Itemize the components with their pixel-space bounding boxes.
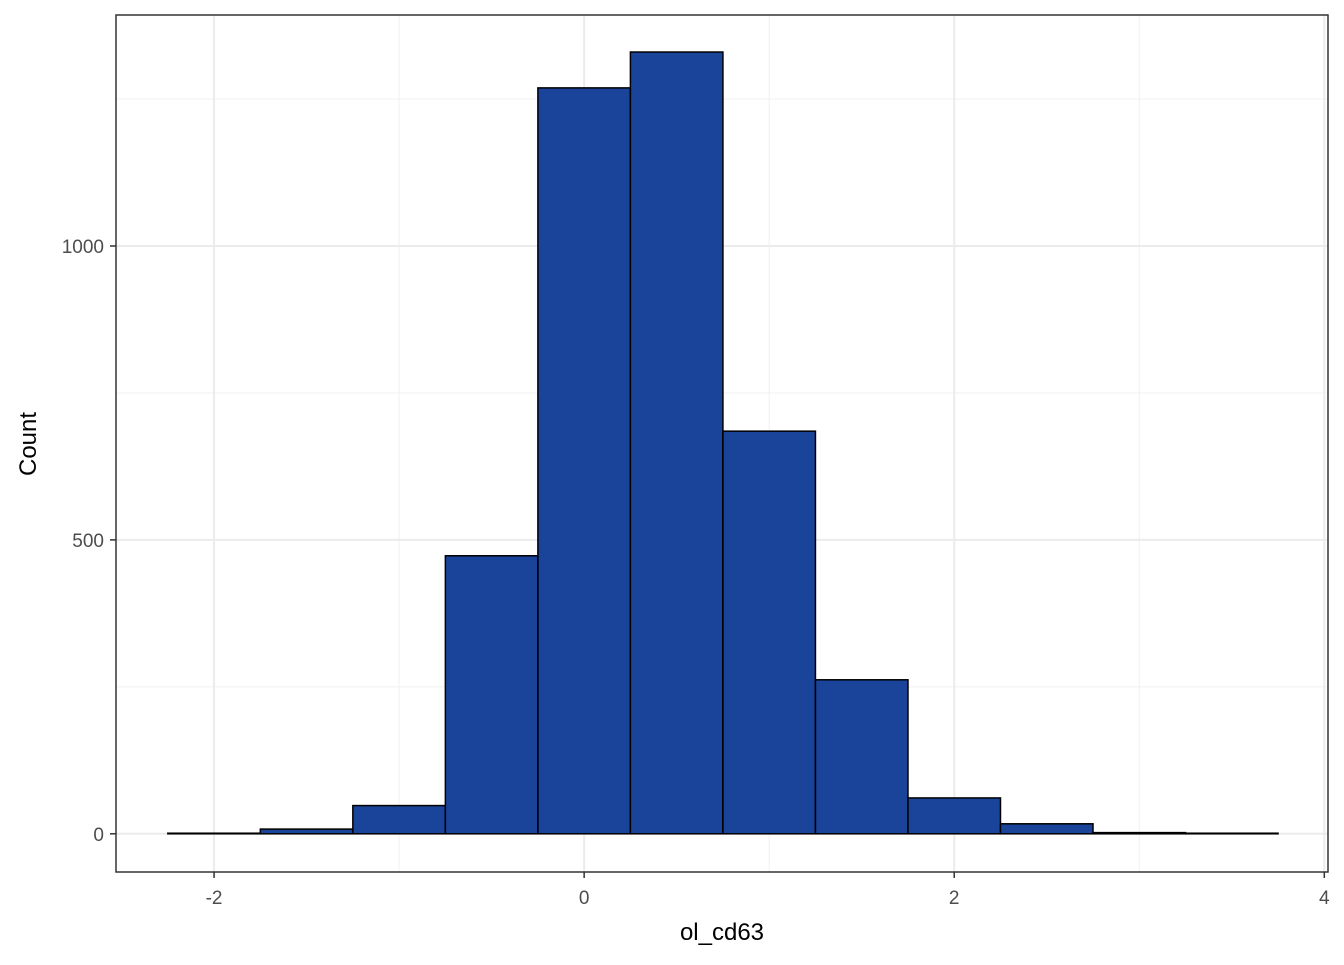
y-tick-label: 1000: [62, 237, 104, 258]
bar: [537, 87, 632, 835]
bar: [167, 832, 262, 835]
y-axis-label: Count: [15, 412, 42, 476]
x-tick-label: -2: [206, 888, 223, 909]
bar: [444, 555, 539, 835]
bar: [814, 679, 909, 835]
bar: [1184, 832, 1279, 835]
bar: [722, 430, 817, 835]
bar: [1092, 831, 1187, 835]
bar: [907, 797, 1002, 835]
bar: [259, 828, 354, 835]
bar: [999, 823, 1094, 835]
x-tick-label: 0: [579, 888, 590, 909]
y-tick-label: 500: [72, 531, 104, 552]
bar: [352, 804, 447, 835]
panel-border: [115, 14, 1329, 873]
x-axis-label: ol_cd63: [680, 919, 764, 946]
x-tick-label: 4: [1319, 888, 1330, 909]
bar: [629, 51, 724, 835]
x-tick-label: 2: [949, 888, 960, 909]
y-tick-label: 0: [93, 825, 104, 846]
